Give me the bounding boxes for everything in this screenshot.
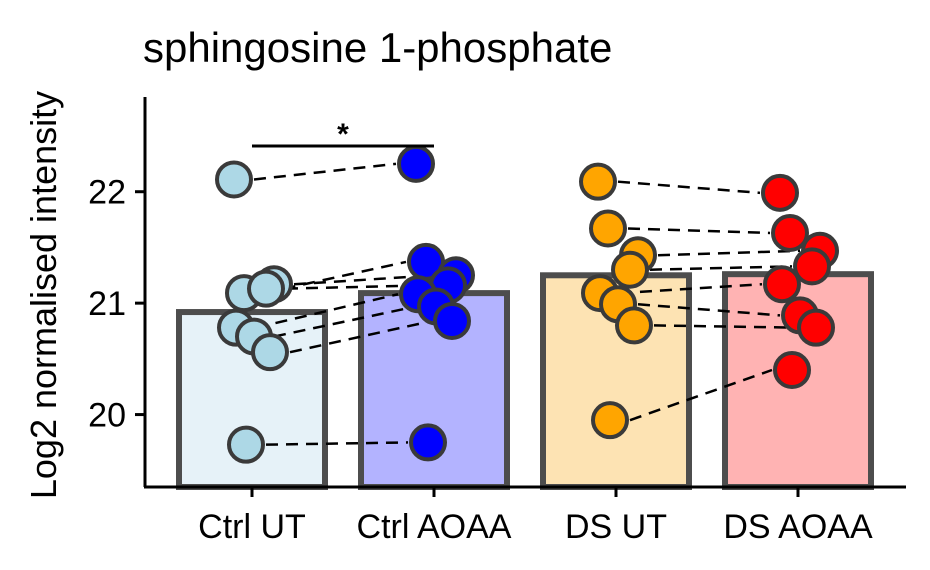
pair-line: [649, 265, 793, 271]
data-point: [763, 265, 801, 304]
data-point: [215, 160, 253, 199]
data-point: [797, 308, 835, 347]
pair-line: [653, 324, 797, 329]
pair-line: [617, 180, 761, 195]
data-point: [247, 269, 285, 308]
pair-line: [619, 282, 763, 295]
data-point: [409, 423, 447, 462]
x-ticks: Ctrl UT Ctrl AOAA DS UT DS AOAA: [198, 487, 873, 546]
axes: [143, 97, 906, 489]
pair-line: [273, 305, 417, 338]
data-point: [771, 213, 809, 252]
data-point: [397, 144, 435, 183]
pair-line: [637, 303, 781, 317]
pair-line: [265, 441, 409, 446]
pair-line: [253, 162, 397, 181]
y-tick-label: 22: [88, 174, 126, 212]
data-point: [579, 162, 617, 201]
y-tick-label: 20: [88, 397, 126, 435]
data-point: [773, 351, 811, 389]
data-point: [761, 173, 799, 212]
x-tick-label: Ctrl AOAA: [357, 508, 512, 546]
data-point: [227, 425, 265, 464]
y-axis-label: Log2 normalised intensity: [23, 91, 64, 499]
x-tick-label: DS UT: [565, 508, 667, 546]
pair-line: [293, 274, 437, 286]
pair-line: [657, 249, 801, 257]
pair-line: [629, 368, 773, 422]
x-tick-label: Ctrl UT: [198, 508, 306, 546]
bars: [176, 271, 874, 490]
paired-lines: [253, 162, 801, 446]
y-ticks: 20 21 22: [88, 174, 145, 435]
data-point: [615, 306, 653, 345]
data-point: [591, 401, 629, 440]
significance-label: *: [337, 118, 349, 151]
data-point: [611, 250, 649, 289]
x-tick-label: DS AOAA: [723, 508, 873, 546]
data-point: [589, 209, 627, 248]
data-point: [433, 301, 471, 340]
pair-line: [627, 227, 771, 235]
pair-line: [285, 284, 429, 290]
data-points: [215, 144, 839, 464]
data-point: [793, 247, 831, 286]
pair-line: [255, 293, 399, 329]
significance-annotation: *: [252, 118, 434, 151]
chart-title: sphingosine 1-phosphate: [143, 24, 612, 71]
data-point: [251, 333, 289, 372]
y-tick-label: 21: [88, 285, 126, 323]
pair-line: [289, 319, 433, 354]
